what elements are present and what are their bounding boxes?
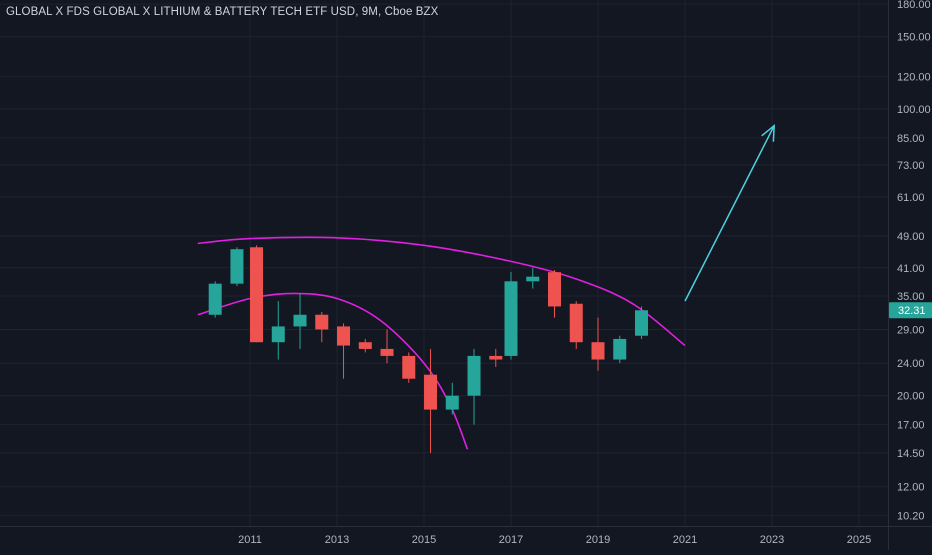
price-tick-label: 35.00 — [897, 291, 925, 303]
candle-body — [526, 276, 540, 282]
candle-body — [250, 247, 264, 343]
last-price-badge — [889, 302, 932, 319]
projection-arrow-line — [684, 125, 775, 302]
price-tick-label: 100.00 — [897, 104, 931, 116]
price-tick-label: 29.00 — [897, 324, 925, 336]
candle-body — [489, 355, 503, 360]
price-tick-label: 49.00 — [897, 231, 925, 243]
price-tick-label: 180.00 — [897, 0, 931, 11]
time-tick-label: 2019 — [586, 534, 610, 546]
candle-body — [548, 272, 561, 307]
price-tick-label: 41.00 — [897, 263, 925, 275]
candle-body — [271, 326, 285, 343]
candle-body — [230, 249, 244, 284]
chart-title: GLOBAL X FDS GLOBAL X LITHIUM & BATTERY … — [6, 6, 439, 18]
candle-body — [635, 310, 648, 336]
time-tick-label: 2015 — [412, 534, 436, 546]
time-tick-label: 2011 — [238, 534, 262, 546]
price-tick-label: 150.00 — [897, 32, 931, 44]
price-tick-label: 24.00 — [897, 358, 925, 370]
price-tick-label: 20.00 — [897, 391, 925, 403]
candle-body — [504, 281, 518, 356]
candle-body — [380, 348, 394, 356]
candle-body — [208, 283, 222, 315]
price-tick-label: 73.00 — [897, 160, 925, 172]
time-tick-label: 2021 — [673, 534, 697, 546]
last-price-label: 32.31 — [898, 305, 926, 317]
price-tick-label: 61.00 — [897, 192, 925, 204]
price-tick-label: 10.20 — [897, 511, 925, 523]
price-axis[interactable]: 180.00 150.00 120.00 100.00 85.00 73.00 61.00 4… — [888, 0, 931, 550]
candles — [208, 245, 648, 453]
candle-body — [467, 355, 481, 396]
candle-body — [613, 338, 627, 360]
time-tick-label: 2017 — [499, 534, 523, 546]
projection-arrow-head — [761, 124, 776, 142]
price-tick-label: 14.50 — [897, 448, 925, 460]
price-tick-label: 120.00 — [897, 71, 931, 83]
candle-body — [424, 374, 438, 410]
candle-body — [591, 342, 605, 360]
candle-body — [337, 326, 351, 346]
price-tick-label: 12.00 — [897, 482, 925, 494]
price-tick-label: 17.00 — [897, 420, 925, 432]
candle-body — [315, 314, 329, 330]
time-axis[interactable]: 2011 2013 2015 2017 2019 2021 2023 2025 — [0, 526, 932, 547]
candle-body — [293, 314, 307, 327]
time-tick-label: 2023 — [760, 534, 784, 546]
upper-arc-curve — [197, 236, 686, 347]
candle-body — [569, 303, 583, 343]
time-tick-label: 2025 — [847, 534, 871, 546]
price-tick-label: 85.00 — [897, 133, 925, 145]
candle-body — [358, 342, 372, 349]
last-price: 32.31 — [889, 302, 932, 319]
time-tick-label: 2013 — [325, 534, 349, 546]
candle-body — [445, 395, 459, 410]
candle-body — [402, 355, 416, 379]
